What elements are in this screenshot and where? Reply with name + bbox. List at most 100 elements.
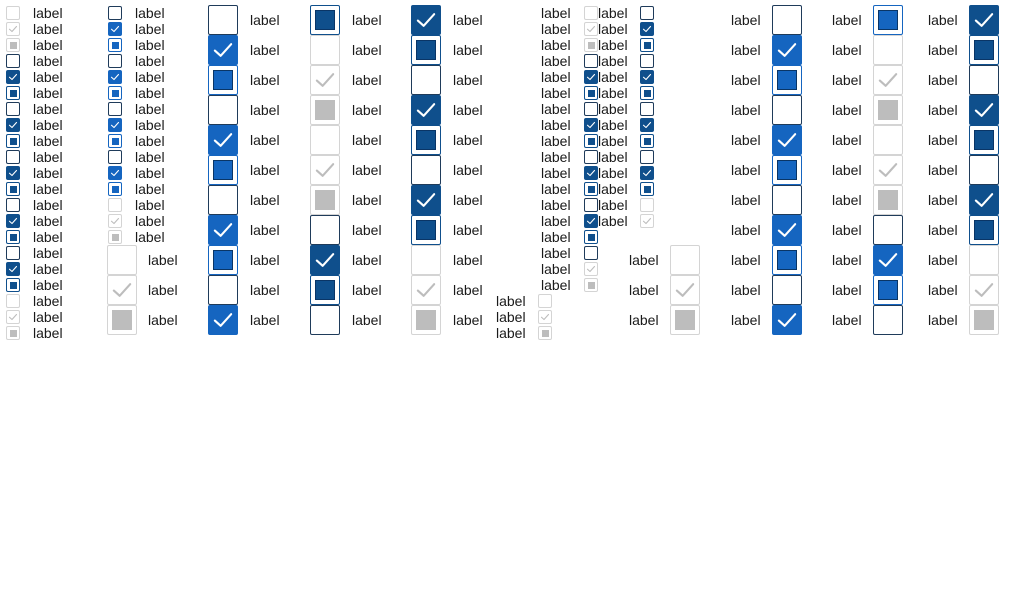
- checkbox-checked[interactable]: [6, 214, 20, 228]
- checkbox-unchecked[interactable]: [584, 54, 598, 68]
- checkbox-checked[interactable]: [411, 5, 441, 35]
- checkbox-unchecked[interactable]: [640, 54, 654, 68]
- checkbox-unchecked[interactable]: [108, 6, 122, 20]
- checkbox-indeterminate[interactable]: [640, 182, 654, 196]
- checkbox-indeterminate[interactable]: [969, 125, 999, 155]
- checkbox-checked[interactable]: [640, 70, 654, 84]
- checkbox-unchecked[interactable]: [969, 65, 999, 95]
- checkbox-indeterminate[interactable]: [772, 155, 802, 185]
- checkbox-checked[interactable]: [969, 5, 999, 35]
- checkbox-indeterminate[interactable]: [310, 5, 340, 35]
- checkbox-indeterminate[interactable]: [873, 275, 903, 305]
- checkbox-checked[interactable]: [108, 22, 122, 36]
- checkbox-unchecked[interactable]: [108, 102, 122, 116]
- checkbox-checked[interactable]: [969, 95, 999, 125]
- checkbox-indeterminate[interactable]: [969, 215, 999, 245]
- checkbox-unchecked[interactable]: [6, 150, 20, 164]
- checkbox-checked[interactable]: [108, 70, 122, 84]
- checkbox-indeterminate[interactable]: [411, 125, 441, 155]
- checkbox-checked[interactable]: [108, 118, 122, 132]
- checkbox-indeterminate[interactable]: [208, 65, 238, 95]
- checkbox-indeterminate[interactable]: [772, 65, 802, 95]
- checkbox-unchecked[interactable]: [411, 65, 441, 95]
- checkbox-indeterminate[interactable]: [108, 134, 122, 148]
- checkbox-checked[interactable]: [6, 262, 20, 276]
- checkbox-checked[interactable]: [584, 166, 598, 180]
- checkbox-unchecked[interactable]: [584, 150, 598, 164]
- checkbox-indeterminate[interactable]: [640, 134, 654, 148]
- checkbox-indeterminate[interactable]: [969, 35, 999, 65]
- checkbox-checked[interactable]: [772, 35, 802, 65]
- checkbox-indeterminate[interactable]: [584, 86, 598, 100]
- checkbox-unchecked[interactable]: [6, 54, 20, 68]
- checkbox-unchecked[interactable]: [772, 5, 802, 35]
- checkbox-unchecked[interactable]: [640, 150, 654, 164]
- checkbox-checked[interactable]: [411, 95, 441, 125]
- checkbox-checked[interactable]: [310, 245, 340, 275]
- checkbox-indeterminate[interactable]: [6, 278, 20, 292]
- checkbox-checked[interactable]: [640, 166, 654, 180]
- checkbox-indeterminate[interactable]: [6, 134, 20, 148]
- checkbox-unchecked[interactable]: [208, 275, 238, 305]
- checkbox-indeterminate[interactable]: [873, 5, 903, 35]
- checkbox-unchecked[interactable]: [584, 246, 598, 260]
- checkbox-unchecked[interactable]: [584, 102, 598, 116]
- checkbox-unchecked[interactable]: [310, 215, 340, 245]
- checkbox-indeterminate[interactable]: [310, 275, 340, 305]
- checkbox-indeterminate[interactable]: [6, 182, 20, 196]
- checkbox-checked[interactable]: [584, 214, 598, 228]
- checkbox-unchecked[interactable]: [108, 150, 122, 164]
- checkbox-checked[interactable]: [640, 118, 654, 132]
- checkbox-indeterminate[interactable]: [772, 245, 802, 275]
- checkbox-checked[interactable]: [6, 118, 20, 132]
- checkbox-unchecked[interactable]: [6, 198, 20, 212]
- checkbox-unchecked[interactable]: [208, 185, 238, 215]
- checkbox-unchecked[interactable]: [969, 155, 999, 185]
- checkbox-unchecked[interactable]: [772, 185, 802, 215]
- checkbox-indeterminate[interactable]: [411, 215, 441, 245]
- checkbox-indeterminate[interactable]: [584, 230, 598, 244]
- checkbox-unchecked[interactable]: [772, 95, 802, 125]
- checkbox-checked[interactable]: [584, 118, 598, 132]
- checkbox-indeterminate[interactable]: [108, 86, 122, 100]
- checkbox-unchecked[interactable]: [640, 102, 654, 116]
- checkbox-unchecked[interactable]: [411, 155, 441, 185]
- checkbox-checked[interactable]: [873, 245, 903, 275]
- checkbox-checked[interactable]: [6, 70, 20, 84]
- checkbox-indeterminate[interactable]: [640, 86, 654, 100]
- checkbox-checked[interactable]: [208, 35, 238, 65]
- checkbox-indeterminate[interactable]: [208, 245, 238, 275]
- checkbox-unchecked[interactable]: [208, 95, 238, 125]
- checkbox-checked[interactable]: [208, 125, 238, 155]
- checkbox-unchecked[interactable]: [584, 198, 598, 212]
- checkbox-unchecked[interactable]: [310, 305, 340, 335]
- checkbox-checked[interactable]: [772, 125, 802, 155]
- checkbox-checked[interactable]: [584, 70, 598, 84]
- checkbox-checked[interactable]: [772, 215, 802, 245]
- checkbox-indeterminate[interactable]: [108, 182, 122, 196]
- checkbox-checked[interactable]: [6, 166, 20, 180]
- checkbox-checked[interactable]: [208, 305, 238, 335]
- checkbox-indeterminate[interactable]: [640, 38, 654, 52]
- checkbox-indeterminate[interactable]: [108, 38, 122, 52]
- checkbox-unchecked[interactable]: [640, 6, 654, 20]
- checkbox-checked[interactable]: [640, 22, 654, 36]
- checkbox-unchecked[interactable]: [772, 275, 802, 305]
- checkbox-checked[interactable]: [411, 185, 441, 215]
- checkbox-unchecked[interactable]: [873, 215, 903, 245]
- checkbox-checked[interactable]: [208, 215, 238, 245]
- checkbox-unchecked[interactable]: [208, 5, 238, 35]
- checkbox-unchecked[interactable]: [6, 246, 20, 260]
- checkbox-unchecked[interactable]: [108, 54, 122, 68]
- checkbox-checked[interactable]: [772, 305, 802, 335]
- checkbox-indeterminate[interactable]: [411, 35, 441, 65]
- checkbox-unchecked[interactable]: [873, 305, 903, 335]
- checkbox-indeterminate[interactable]: [6, 230, 20, 244]
- checkbox-indeterminate[interactable]: [6, 86, 20, 100]
- checkbox-checked[interactable]: [969, 185, 999, 215]
- checkbox-indeterminate[interactable]: [584, 182, 598, 196]
- checkbox-checked[interactable]: [108, 166, 122, 180]
- checkbox-indeterminate[interactable]: [584, 134, 598, 148]
- checkbox-unchecked[interactable]: [6, 102, 20, 116]
- checkbox-indeterminate[interactable]: [208, 155, 238, 185]
